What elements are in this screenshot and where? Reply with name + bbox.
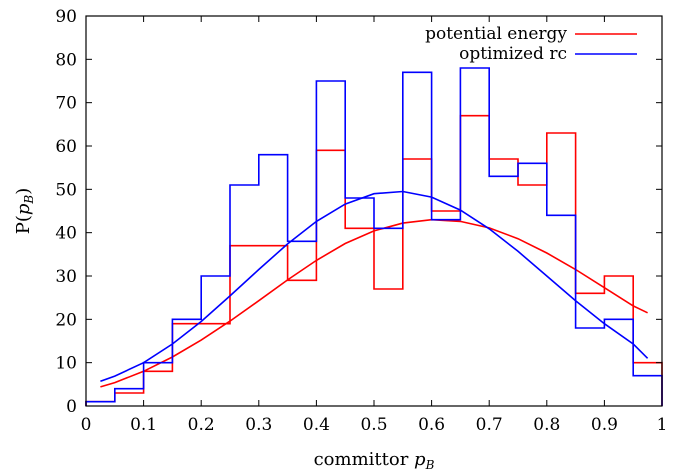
x-axis-title: committor pB [314, 449, 435, 472]
fit-curve-optimized-rc [100, 190, 649, 383]
plot-marks [85, 67, 663, 406]
x-tick-label: 0 [81, 415, 92, 435]
x-tick-label: 0.3 [245, 415, 272, 435]
y-tick-label: 40 [55, 224, 77, 244]
y-tick-label: 50 [55, 180, 77, 200]
x-tick-label: 0.4 [303, 415, 330, 435]
legend-label-optimized-rc: optimized rc [459, 44, 567, 64]
x-tick-label: 0.7 [476, 415, 503, 435]
y-tick-label: 80 [55, 50, 77, 70]
axis-ticks: 0 0.1 0.2 0.3 0.4 0.5 0.6 0.7 0.8 0.9 101020304050… [55, 7, 667, 435]
x-tick-label: 0.8 [533, 415, 560, 435]
x-tick-label: 1 [657, 415, 668, 435]
x-tick-label: 0.5 [360, 415, 387, 435]
fit-curve-potential-energy [100, 218, 648, 388]
y-tick-label: 30 [55, 267, 77, 287]
y-tick-label: 70 [55, 94, 77, 114]
y-tick-label: 10 [55, 354, 77, 374]
x-tick-label: 0.9 [591, 415, 618, 435]
y-tick-label: 0 [66, 397, 77, 417]
x-tick-label: 0.6 [418, 415, 445, 435]
histogram-optimized-rc [85, 67, 663, 406]
x-tick-label: 0.1 [130, 415, 157, 435]
y-axis-title: P(pB) [13, 188, 36, 235]
x-tick-label: 0.2 [188, 415, 215, 435]
y-tick-label: 20 [55, 310, 77, 330]
y-tick-label: 60 [55, 137, 77, 157]
y-tick-label: 90 [55, 7, 77, 27]
legend-label-potential-energy: potential energy [425, 24, 567, 44]
